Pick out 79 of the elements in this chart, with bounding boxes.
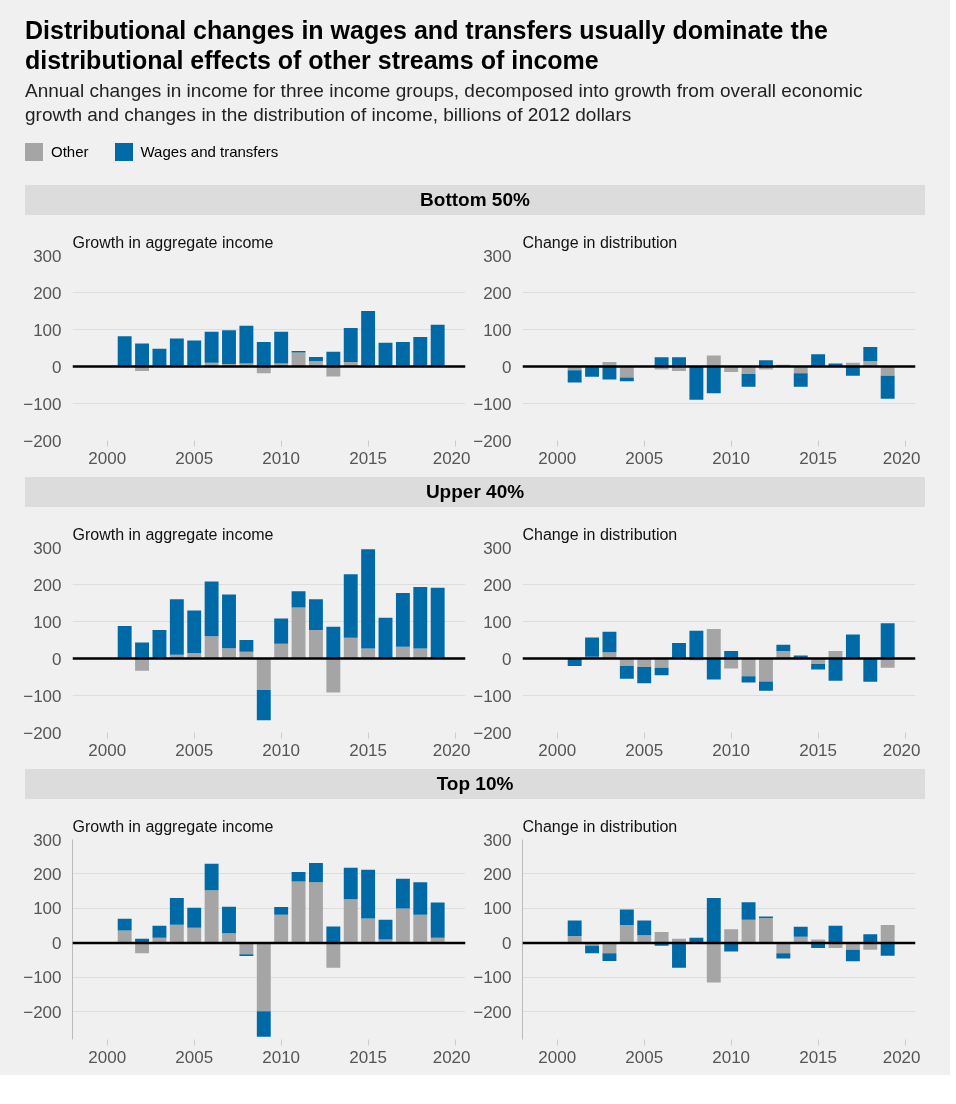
x-tick-label: 2000 [88, 448, 127, 467]
x-tick-label: 2010 [712, 1047, 751, 1066]
x-tick-label: 2000 [88, 1047, 127, 1066]
y-tick-label: 100 [483, 612, 512, 631]
x-tick-label: 2015 [799, 1047, 838, 1066]
text: Distributional changes in wages and transfers usually dominate the distributional effects of other streams of income [25, 15, 829, 75]
y-tick-label: 0 [502, 933, 512, 953]
y-tick-label: 100 [483, 320, 512, 339]
y-tick-label: −200 [473, 431, 512, 450]
y-tick-label: 100 [483, 898, 512, 918]
x-tick-label: 2005 [625, 740, 664, 759]
x-tick-label: 2020 [432, 740, 471, 759]
x-tick-label: 2015 [349, 448, 388, 467]
chart-title: Change in distribution [522, 525, 678, 542]
x-tick-label: 2005 [625, 448, 664, 467]
text: Annual changes in income for three income groups, decomposed into growth from overall economic growth and changes in the distribution of income, billions of 2012 dollars [25, 79, 864, 127]
y-tick-label: −200 [23, 1002, 62, 1022]
y-tick-label: 200 [33, 283, 62, 302]
x-tick-label: 2010 [262, 1047, 301, 1066]
x-tick-label: 2010 [712, 740, 751, 759]
y-tick-label: 0 [502, 357, 512, 376]
y-tick-label: 300 [33, 830, 62, 849]
x-tick-label: 2000 [538, 1047, 577, 1066]
chart-title: Growth in aggregate income [72, 525, 274, 542]
x-tick-label: 2005 [175, 448, 214, 467]
y-tick-label: −200 [473, 1002, 512, 1022]
x-tick-label: 2000 [538, 740, 577, 759]
y-tick-label: −200 [473, 723, 512, 742]
x-tick-label: 2005 [175, 1047, 214, 1066]
y-tick-label: 100 [33, 612, 62, 631]
x-tick-label: 2015 [799, 448, 838, 467]
y-tick-label: 200 [33, 864, 62, 884]
y-tick-label: 0 [52, 933, 62, 953]
x-tick-label: 2015 [349, 740, 388, 759]
y-tick-label: −200 [23, 431, 62, 450]
x-tick-label: 2010 [262, 448, 301, 467]
y-tick-label: −100 [23, 394, 62, 413]
chart-title: Growth in aggregate income [72, 817, 274, 834]
chart-title: Growth in aggregate income [72, 233, 274, 250]
y-tick-label: −100 [473, 686, 512, 705]
x-tick-label: 2000 [88, 740, 127, 759]
x-tick-label: 2020 [882, 740, 921, 759]
y-tick-label: 0 [502, 649, 512, 668]
legend-label: Wages and transfers [140, 143, 279, 160]
x-tick-label: 2020 [432, 1047, 471, 1066]
y-tick-label: 300 [33, 538, 62, 557]
y-tick-label: 100 [33, 898, 62, 918]
y-tick-label: 100 [33, 320, 62, 339]
y-tick-label: 200 [483, 864, 512, 884]
chart-title: Change in distribution [522, 817, 678, 834]
legend-label: Other [51, 143, 89, 160]
x-tick-label: 2020 [882, 1047, 921, 1066]
y-tick-label: −200 [23, 723, 62, 742]
y-tick-label: −100 [473, 967, 512, 987]
y-tick-label: 0 [52, 649, 62, 668]
x-tick-label: 2020 [882, 448, 921, 467]
y-tick-label: −100 [23, 686, 62, 705]
x-tick-label: 2020 [432, 448, 471, 467]
y-tick-label: 200 [483, 283, 512, 302]
y-tick-label: 200 [483, 575, 512, 594]
x-tick-label: 2015 [349, 1047, 388, 1066]
text: Upper 40% [425, 479, 525, 504]
x-tick-label: 2005 [175, 740, 214, 759]
y-tick-label: 0 [52, 357, 62, 376]
y-tick-label: 300 [483, 246, 512, 265]
x-tick-label: 2015 [799, 740, 838, 759]
x-tick-label: 2010 [712, 448, 751, 467]
text: Bottom 50% [420, 187, 530, 212]
y-tick-label: −100 [473, 394, 512, 413]
y-tick-label: 300 [483, 538, 512, 557]
x-tick-label: 2005 [625, 1047, 664, 1066]
y-tick-label: 200 [33, 575, 62, 594]
y-tick-label: 300 [483, 830, 512, 849]
y-tick-label: −100 [23, 967, 62, 987]
y-tick-label: 300 [33, 246, 62, 265]
text: Top 10% [436, 771, 514, 796]
x-tick-label: 2010 [262, 740, 301, 759]
x-tick-label: 2000 [538, 448, 577, 467]
chart-title: Change in distribution [522, 233, 678, 250]
